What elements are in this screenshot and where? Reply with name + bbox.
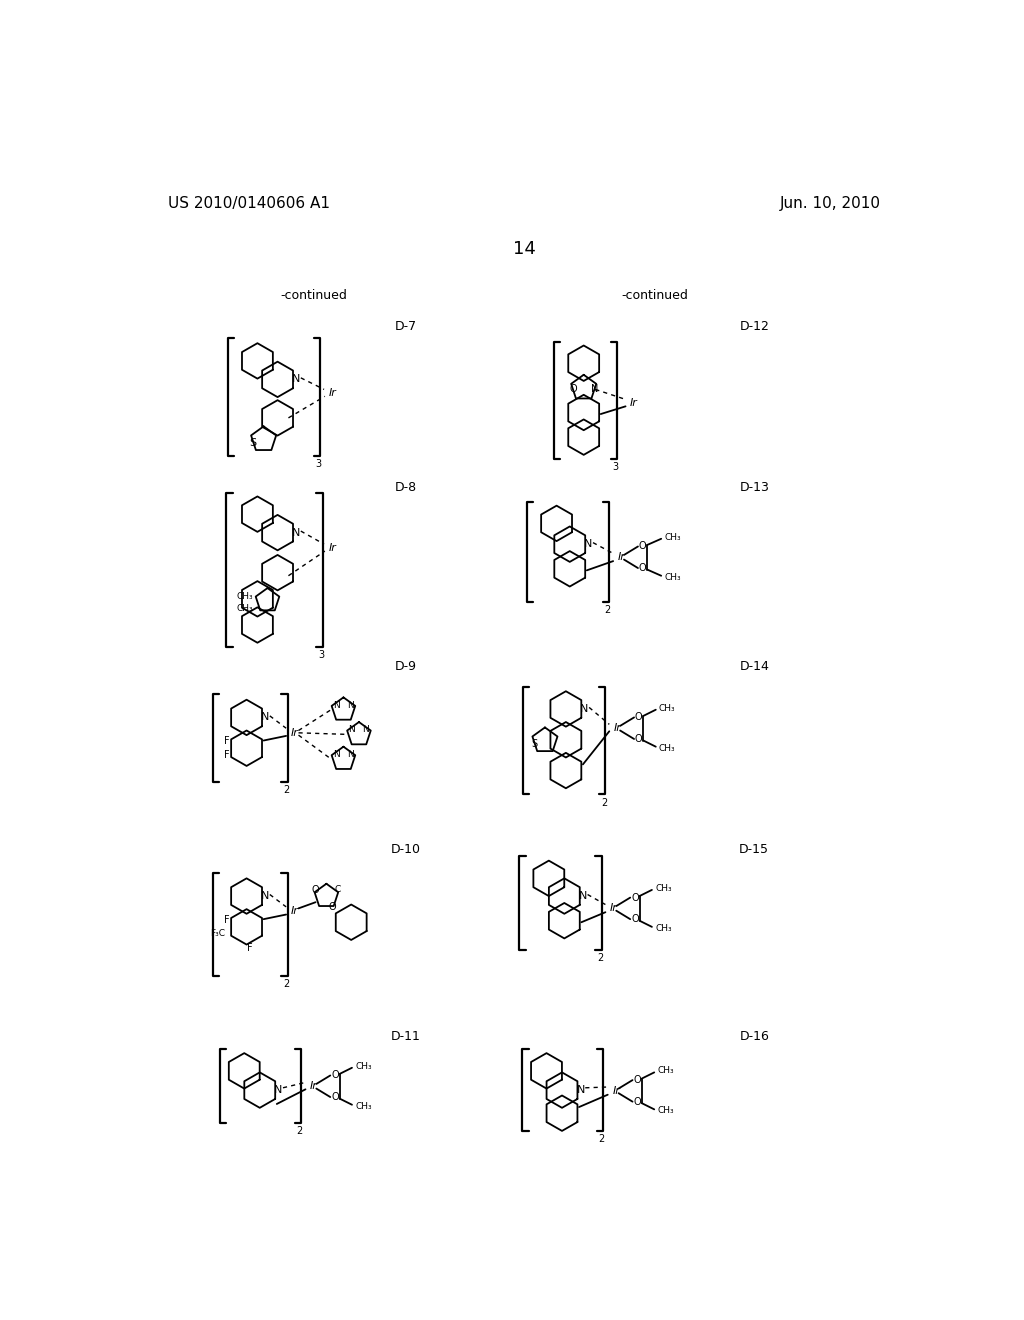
Text: -continued: -continued	[622, 289, 688, 302]
Text: D-8: D-8	[394, 482, 417, 495]
Text: CH₃: CH₃	[355, 1102, 372, 1110]
Text: O: O	[631, 892, 639, 903]
Text: D-10: D-10	[390, 843, 421, 857]
Text: CH₃: CH₃	[658, 704, 676, 713]
Text: O: O	[639, 541, 646, 552]
Text: CH₃: CH₃	[657, 1106, 674, 1115]
Text: CH₃: CH₃	[665, 573, 681, 582]
Text: Ir: Ir	[291, 907, 299, 916]
Text: O: O	[311, 884, 319, 895]
Text: D-16: D-16	[739, 1030, 769, 1043]
Text: N: N	[591, 384, 598, 395]
Text: CH₃: CH₃	[355, 1061, 372, 1071]
Text: N: N	[577, 1085, 585, 1096]
Text: S: S	[531, 739, 538, 750]
Text: Ir: Ir	[617, 552, 626, 562]
Text: CH₃: CH₃	[657, 1067, 674, 1076]
Text: F: F	[247, 942, 253, 953]
Text: D-15: D-15	[739, 843, 769, 857]
Text: N: N	[584, 539, 593, 549]
Text: 2: 2	[283, 979, 289, 989]
Text: Ir: Ir	[310, 1081, 318, 1092]
Text: O: O	[634, 1097, 641, 1106]
Text: O: O	[331, 1092, 339, 1102]
Text: O: O	[331, 1071, 339, 1081]
Text: O: O	[569, 384, 577, 395]
Text: N: N	[362, 725, 370, 734]
Text: N: N	[581, 704, 589, 714]
Text: Ir: Ir	[630, 399, 638, 408]
Text: 3: 3	[317, 649, 324, 660]
Text: N: N	[274, 1085, 283, 1096]
Text: D-11: D-11	[390, 1030, 421, 1043]
Text: Ir: Ir	[610, 903, 617, 913]
Text: O: O	[631, 915, 639, 924]
Text: Ir: Ir	[614, 723, 622, 733]
Text: O: O	[635, 734, 642, 744]
Text: CH₃: CH₃	[237, 593, 254, 601]
Text: S: S	[249, 437, 256, 447]
Text: N: N	[292, 528, 300, 537]
Text: F: F	[223, 915, 229, 925]
Text: 2: 2	[604, 605, 611, 615]
Text: -continued: -continued	[281, 289, 347, 302]
Text: N: N	[333, 750, 340, 759]
Text: D-12: D-12	[739, 319, 769, 333]
Text: D-14: D-14	[739, 660, 769, 673]
Text: Jun. 10, 2010: Jun. 10, 2010	[780, 195, 882, 211]
Text: C: C	[334, 886, 340, 895]
Text: F₃C: F₃C	[210, 929, 225, 939]
Text: O: O	[329, 902, 337, 912]
Text: O: O	[639, 564, 646, 573]
Text: 2: 2	[597, 953, 603, 964]
Text: N: N	[348, 725, 355, 734]
Text: N: N	[347, 701, 354, 710]
Text: N: N	[292, 375, 300, 384]
Text: N: N	[261, 713, 269, 722]
Text: Ir: Ir	[612, 1086, 621, 1096]
Text: O: O	[635, 713, 642, 722]
Text: D-9: D-9	[394, 660, 417, 673]
Text: F: F	[223, 737, 229, 746]
Text: 14: 14	[513, 240, 537, 259]
Text: F: F	[223, 750, 229, 760]
Text: N: N	[347, 750, 354, 759]
Text: D-7: D-7	[394, 319, 417, 333]
Text: CH₃: CH₃	[655, 924, 672, 933]
Text: CH₃: CH₃	[658, 743, 676, 752]
Text: 2: 2	[296, 1126, 302, 1137]
Text: N: N	[333, 701, 340, 710]
Text: 3: 3	[315, 459, 322, 470]
Text: 3: 3	[612, 462, 618, 471]
Text: CH₃: CH₃	[655, 884, 672, 892]
Text: D-13: D-13	[739, 482, 769, 495]
Text: Ir: Ir	[329, 388, 337, 399]
Text: O: O	[634, 1074, 641, 1085]
Text: Ir: Ir	[329, 543, 337, 553]
Text: US 2010/0140606 A1: US 2010/0140606 A1	[168, 195, 331, 211]
Text: CH₃: CH₃	[665, 533, 681, 541]
Text: N: N	[579, 891, 587, 902]
Text: CH₃: CH₃	[237, 603, 254, 612]
Text: Ir: Ir	[291, 727, 299, 738]
Text: N: N	[261, 891, 269, 902]
Text: 2: 2	[601, 797, 607, 808]
Text: 2: 2	[598, 1134, 605, 1144]
Text: 2: 2	[283, 785, 289, 795]
